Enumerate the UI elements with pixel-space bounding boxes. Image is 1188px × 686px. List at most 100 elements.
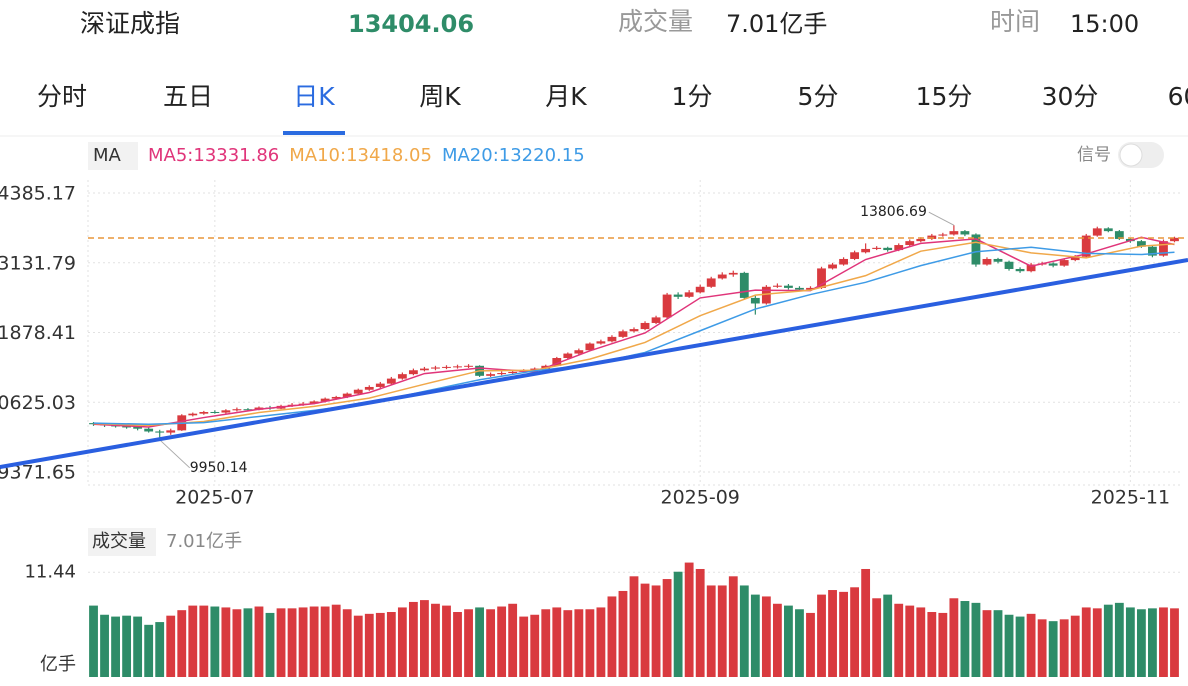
vol-bar [122, 615, 132, 677]
candle-body [397, 374, 407, 379]
vol-bar [651, 585, 661, 677]
vol-bar [596, 607, 606, 677]
vol-bar [1125, 607, 1135, 677]
vol-bar [916, 607, 926, 677]
vol-bar [408, 601, 418, 677]
tab[interactable]: 15分 [916, 82, 973, 111]
candle-body [662, 294, 672, 318]
vol-bar [574, 609, 584, 677]
vol-bar [706, 585, 716, 677]
tab[interactable]: 30分 [1042, 82, 1099, 111]
candle-body [1148, 246, 1157, 256]
vol-bar [872, 598, 882, 677]
candle-body [585, 343, 595, 351]
vol-bar [276, 608, 286, 677]
ma-line [93, 236, 1175, 428]
vol-bar [618, 590, 628, 677]
vol-bar [960, 601, 970, 677]
candle-body [828, 264, 837, 269]
vol-bar [386, 612, 396, 677]
candle-body [883, 247, 893, 251]
vol-bar [342, 609, 352, 677]
candle-body [938, 234, 948, 236]
vol-bar [309, 606, 319, 677]
candle-body [993, 258, 1003, 262]
tab[interactable]: 60分 [1168, 82, 1188, 111]
vol-bar [1059, 619, 1069, 677]
candle-body [905, 241, 915, 246]
legend-box [88, 142, 138, 170]
x-tick-label: 2025-11 [1091, 487, 1170, 509]
candle-body [629, 329, 639, 332]
candle-body [188, 413, 198, 416]
vol-bar [1159, 607, 1168, 677]
vol-bar [850, 587, 860, 677]
vol-bar [662, 579, 672, 677]
candle-body [166, 430, 176, 433]
vol-bar [894, 603, 904, 677]
tab[interactable]: 五日 [163, 82, 213, 111]
vol-bar [420, 600, 429, 677]
vol-bar [1114, 602, 1124, 677]
vol-bar [1026, 613, 1036, 677]
candle-body [1092, 228, 1102, 236]
candle-body [530, 368, 540, 371]
volume: 7.01亿手 [726, 10, 827, 38]
candle-body [243, 409, 253, 411]
volume-label: 成交量 [618, 7, 693, 36]
vol-bar [519, 616, 529, 677]
candle-body [982, 258, 992, 265]
tab[interactable]: 日K [293, 82, 335, 111]
y-tick-label: 11878.41 [0, 322, 76, 344]
y-tick-label: 9371.65 [0, 461, 76, 483]
time-label: 时间 [990, 7, 1040, 36]
tab[interactable]: 月K [545, 82, 587, 111]
candle-body [872, 247, 882, 249]
annotation: 13806.69 [860, 204, 927, 220]
tab[interactable]: 分时 [37, 82, 87, 111]
tab[interactable]: 1分 [672, 82, 713, 111]
candle-body [1059, 260, 1069, 266]
annotation: 9950.14 [190, 460, 248, 476]
vol-bar [795, 609, 804, 677]
tab[interactable]: 5分 [798, 82, 839, 111]
vol-bar [1170, 608, 1179, 677]
vol-bar [1070, 615, 1080, 677]
candle-body [386, 378, 396, 384]
candle-body [563, 353, 573, 359]
candle-body [232, 409, 242, 411]
candle-body [1114, 231, 1124, 239]
vol-bar [1048, 621, 1058, 677]
vol-bar [298, 607, 308, 677]
vol-title-box [88, 528, 156, 556]
vol-bar [497, 606, 507, 677]
vol-bar [155, 622, 165, 677]
vol-bar [232, 609, 242, 677]
candle-body [949, 231, 959, 235]
vol-bar [861, 568, 871, 677]
vol-bar [210, 606, 220, 677]
candle-body [331, 396, 341, 399]
candle-body [640, 322, 650, 330]
candle-body [464, 365, 473, 367]
vol-bar [1148, 608, 1157, 677]
vol-bar [166, 615, 176, 677]
vol-bar [684, 562, 694, 677]
x-tick-label: 2025-09 [660, 487, 739, 509]
vol-bar [431, 603, 440, 677]
candle-body [839, 258, 848, 265]
candle-body [375, 383, 385, 387]
vol-bar [993, 610, 1003, 677]
candle-body [320, 398, 330, 402]
candle-body [210, 411, 220, 413]
candle-body [706, 278, 716, 287]
tab[interactable]: 周K [419, 82, 461, 111]
vol-bar [397, 607, 407, 677]
x-tick-label: 2025-07 [175, 487, 254, 509]
vol-bar [761, 596, 771, 677]
vol-bar [1136, 609, 1146, 677]
vol-bar [750, 594, 760, 677]
vol-bar [199, 605, 209, 677]
vol-bar [806, 612, 815, 677]
